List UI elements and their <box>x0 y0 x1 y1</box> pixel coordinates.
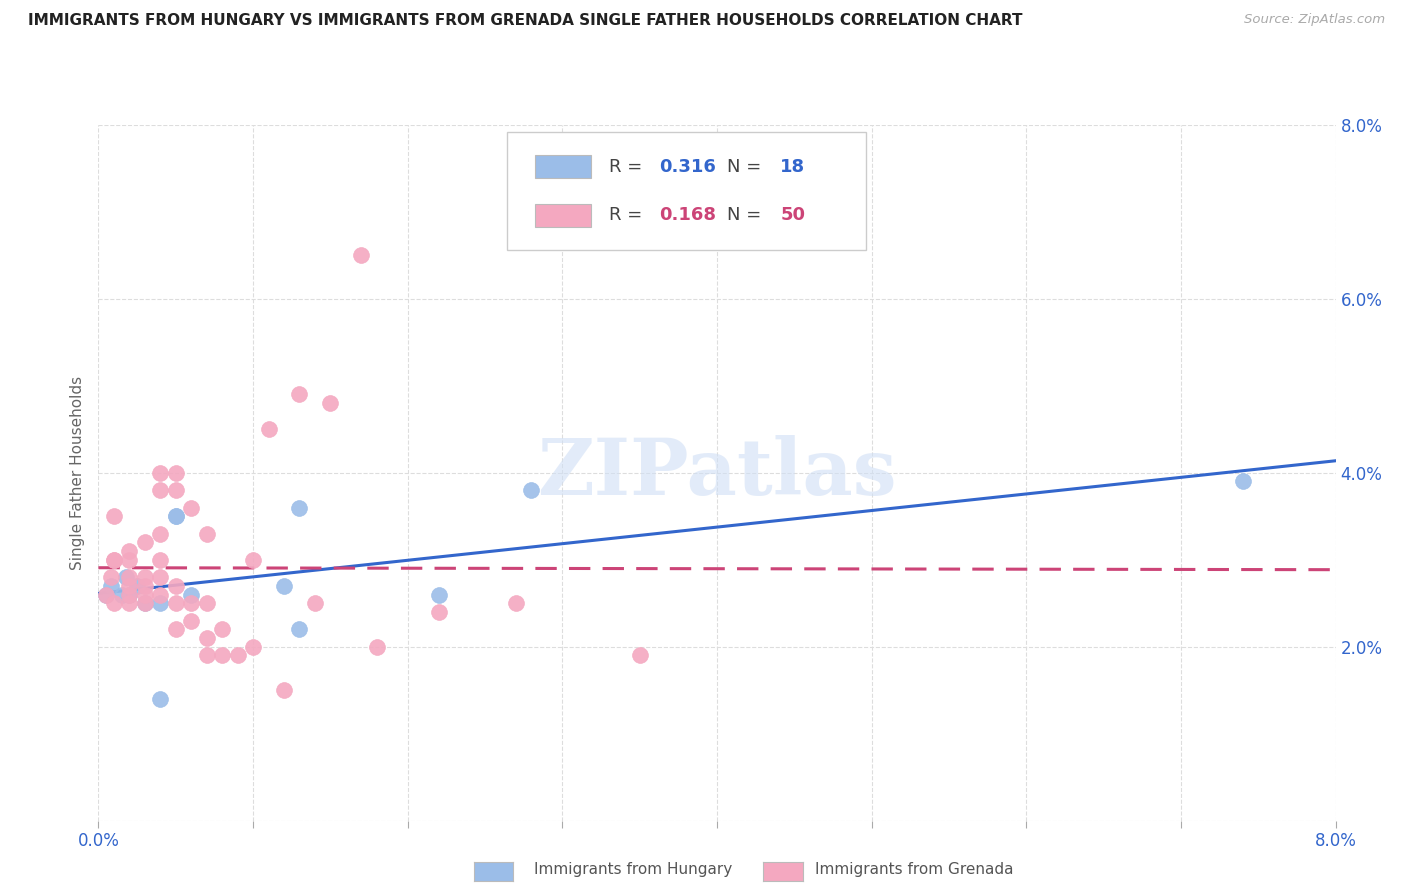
Point <box>149 483 172 498</box>
Point <box>134 535 156 549</box>
Point <box>1232 475 1254 489</box>
Point <box>257 422 280 436</box>
Point <box>149 588 172 602</box>
Point <box>242 552 264 567</box>
Point <box>103 552 125 567</box>
Text: Immigrants from Grenada: Immigrants from Grenada <box>815 863 1014 877</box>
Point <box>288 623 311 637</box>
Point <box>226 648 249 663</box>
Point <box>427 588 450 602</box>
Point <box>165 466 187 480</box>
Point <box>304 596 326 610</box>
Point <box>118 596 141 610</box>
Point <box>103 509 125 524</box>
Y-axis label: Single Father Households: Single Father Households <box>70 376 86 570</box>
Point <box>118 588 141 602</box>
Point <box>319 396 342 410</box>
Point <box>195 596 218 610</box>
Point <box>505 596 527 610</box>
Text: 50: 50 <box>780 206 806 224</box>
Point <box>103 596 125 610</box>
Text: Source: ZipAtlas.com: Source: ZipAtlas.com <box>1244 13 1385 27</box>
Point <box>118 570 141 584</box>
Text: R =: R = <box>609 206 648 224</box>
Point <box>211 623 233 637</box>
Point <box>100 570 122 584</box>
Point <box>165 623 187 637</box>
Point <box>111 588 134 602</box>
Point <box>103 552 125 567</box>
Point <box>118 579 141 593</box>
Text: N =: N = <box>727 158 766 176</box>
Point <box>165 509 187 524</box>
Point <box>100 579 122 593</box>
Point <box>127 579 149 593</box>
Point <box>366 640 388 654</box>
Point <box>118 552 141 567</box>
FancyBboxPatch shape <box>506 132 866 250</box>
Point <box>165 579 187 593</box>
Point <box>350 248 373 262</box>
Point <box>628 648 651 663</box>
Point <box>242 640 264 654</box>
Point <box>195 631 218 645</box>
Point <box>149 596 172 610</box>
Point <box>134 596 156 610</box>
Text: 0.316: 0.316 <box>659 158 716 176</box>
Point <box>211 648 233 663</box>
Point <box>134 596 156 610</box>
Point <box>149 552 172 567</box>
Point <box>195 648 218 663</box>
Point <box>149 466 172 480</box>
Text: Immigrants from Hungary: Immigrants from Hungary <box>534 863 733 877</box>
Text: IMMIGRANTS FROM HUNGARY VS IMMIGRANTS FROM GRENADA SINGLE FATHER HOUSEHOLDS CORR: IMMIGRANTS FROM HUNGARY VS IMMIGRANTS FR… <box>28 13 1022 29</box>
Point <box>134 579 156 593</box>
Point <box>180 596 202 610</box>
Text: 0.168: 0.168 <box>659 206 716 224</box>
Point <box>520 483 543 498</box>
Point <box>118 544 141 558</box>
Point <box>180 500 202 515</box>
Point <box>118 588 141 602</box>
Text: N =: N = <box>727 206 766 224</box>
Point <box>288 500 311 515</box>
Point <box>195 526 218 541</box>
Point <box>288 387 311 401</box>
Point <box>149 692 172 706</box>
Text: ZIPatlas: ZIPatlas <box>537 434 897 511</box>
Point <box>134 588 156 602</box>
Point <box>115 570 138 584</box>
Point <box>134 570 156 584</box>
FancyBboxPatch shape <box>536 203 591 227</box>
Point <box>149 526 172 541</box>
Point <box>96 588 118 602</box>
Point <box>96 588 118 602</box>
Point <box>180 588 202 602</box>
Point <box>273 683 295 698</box>
FancyBboxPatch shape <box>536 155 591 178</box>
Text: 18: 18 <box>780 158 806 176</box>
Point <box>165 483 187 498</box>
Point <box>149 570 172 584</box>
Text: R =: R = <box>609 158 648 176</box>
Point <box>273 579 295 593</box>
Point <box>165 596 187 610</box>
Point <box>165 509 187 524</box>
Point <box>180 614 202 628</box>
Point <box>427 605 450 619</box>
